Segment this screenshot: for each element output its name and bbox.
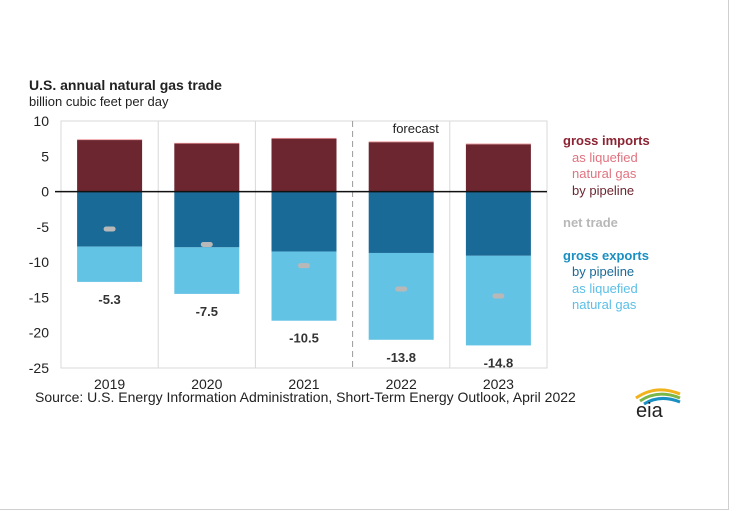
- net-trade-label: -5.3: [98, 292, 120, 307]
- bar-imports-lng: [465, 143, 531, 145]
- legend: gross imports as liquefied natural gas b…: [563, 133, 650, 314]
- source-note: Source: U.S. Energy Information Administ…: [35, 389, 576, 405]
- y-tick-label: -20: [29, 325, 49, 341]
- bar-exports-pipeline: [465, 191, 531, 256]
- x-category-label: 2022: [386, 376, 417, 392]
- bar-imports-pipeline: [174, 143, 240, 192]
- net-trade-label: -10.5: [289, 331, 319, 346]
- bar-imports-lng: [77, 139, 143, 141]
- svg-text:eia: eia: [636, 400, 664, 420]
- net-trade-marker: [298, 263, 310, 269]
- bar-exports-pipeline: [271, 191, 337, 252]
- labels: forecast 10 5 0 -5 -10 -15 -20 -25 -5.3 2019 -7.5 20…: [29, 113, 514, 392]
- bar-imports-lng: [271, 137, 337, 139]
- bar-imports-lng: [174, 142, 240, 144]
- eia-logo: eia: [635, 388, 681, 420]
- x-category-label: 2021: [288, 376, 319, 392]
- net-trade-marker: [103, 226, 116, 232]
- bar-exports-pipeline: [77, 191, 143, 247]
- y-tick-label: 5: [41, 148, 49, 164]
- bar-imports-lng: [368, 141, 434, 143]
- net-trade-marker: [492, 293, 505, 299]
- y-tick-label: 10: [33, 113, 49, 129]
- y-tick-label: 0: [41, 184, 49, 200]
- legend-imports-lng-2: natural gas: [572, 166, 637, 181]
- plot-border: [60, 120, 548, 369]
- net-trade-marker: [395, 286, 408, 292]
- y-tick-label: -25: [29, 360, 49, 376]
- bar-imports-pipeline: [77, 140, 143, 192]
- legend-exports-lng-2: natural gas: [572, 297, 637, 312]
- chart-title: U.S. annual natural gas trade: [29, 77, 222, 93]
- net-trade-marker: [200, 242, 213, 247]
- x-category-label: 2020: [191, 376, 222, 392]
- bar-exports-lng: [77, 246, 143, 282]
- bar-imports-pipeline: [465, 144, 531, 192]
- forecast-label: forecast: [393, 121, 440, 136]
- chart-subtitle: billion cubic feet per day: [29, 94, 169, 109]
- bar-imports-pipeline: [271, 138, 337, 192]
- net-trade-label: -7.5: [196, 304, 218, 319]
- bar-exports-pipeline: [174, 191, 240, 248]
- y-tick-label: -10: [29, 254, 49, 270]
- y-tick-label: -5: [37, 219, 50, 235]
- legend-imports-lng-1: as liquefied: [572, 149, 638, 165]
- legend-imports-pipeline: by pipeline: [572, 182, 635, 198]
- net-trade-label: -14.8: [484, 355, 514, 370]
- grid-lines: [60, 120, 548, 369]
- bar-exports-lng: [465, 255, 531, 346]
- bar-imports-pipeline: [368, 142, 434, 192]
- bars: [77, 137, 531, 346]
- x-category-label: 2019: [94, 376, 125, 392]
- y-tick-label: -15: [29, 289, 49, 305]
- legend-exports-header: gross exports: [563, 247, 649, 263]
- legend-exports-pipeline: by pipeline: [572, 264, 635, 279]
- x-category-label: 2023: [483, 376, 514, 392]
- bar-exports-lng: [271, 251, 337, 321]
- legend-exports-lng-1: as liquefied: [572, 280, 638, 296]
- bar-exports-pipeline: [368, 191, 434, 253]
- bar-exports-lng: [368, 252, 434, 340]
- legend-imports-header: gross imports: [563, 133, 650, 148]
- bar-exports-lng: [174, 247, 240, 294]
- net-trade-label: -13.8: [386, 350, 416, 365]
- legend-net-trade: net trade: [563, 215, 618, 230]
